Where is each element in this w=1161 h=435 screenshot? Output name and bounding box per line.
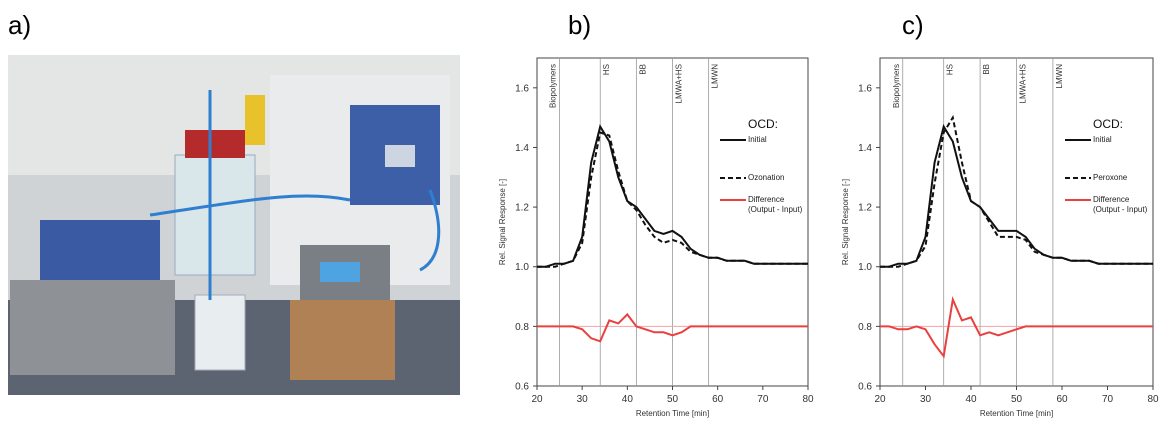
series-line (880, 295, 1153, 359)
region-label: LMWN (711, 64, 720, 89)
legend-entry: Initial (1093, 135, 1112, 144)
y-axis-label: Rel. Signal Response [-] (498, 179, 507, 265)
legend-entry: Difference (Output - Input) (1093, 195, 1148, 214)
x-tick-label: 50 (667, 394, 679, 405)
y-tick-label: 0.8 (858, 322, 872, 333)
y-tick-label: 1.2 (858, 203, 872, 214)
region-label: LMWA+HS (1019, 64, 1028, 104)
y-tick-label: 1.6 (515, 83, 529, 94)
region-label: BB (982, 64, 991, 75)
x-tick-label: 20 (531, 394, 543, 405)
panel-label: c) (902, 10, 924, 40)
x-tick-label: 50 (1011, 394, 1023, 405)
x-tick-label: 30 (577, 394, 589, 405)
x-tick-label: 40 (622, 394, 634, 405)
y-axis-label: Rel. Signal Response [-] (841, 179, 850, 265)
legend-entry: Initial (748, 135, 767, 144)
water-bath (10, 280, 175, 375)
analyzer-screen (320, 262, 360, 282)
chiller (40, 220, 160, 280)
y-tick-label: 1.4 (858, 143, 872, 154)
y-tick-label: 1.6 (858, 83, 872, 94)
series-line (537, 312, 808, 343)
x-tick-label: 60 (1056, 394, 1068, 405)
x-axis-label: Retention Time [min] (636, 409, 709, 418)
photo (8, 55, 460, 395)
reactor (174, 154, 256, 276)
legend-entry: Peroxone (1093, 173, 1128, 182)
region-label: Biopolymers (892, 64, 901, 108)
y-tick-label: 1.0 (515, 262, 529, 273)
region-label: LMWA+HS (675, 64, 684, 104)
reactor-lid (185, 130, 245, 158)
legend-label: Peroxone (1093, 173, 1128, 182)
region-label: HS (946, 64, 955, 75)
region-label: BB (638, 64, 647, 75)
y-tick-label: 1.2 (515, 203, 529, 214)
y-tick-label: 1.4 (515, 143, 529, 154)
x-tick-label: 70 (757, 394, 769, 405)
legend-label: Difference (Output - Input) (1093, 195, 1148, 214)
beaker (194, 294, 246, 371)
series-line (880, 114, 1153, 268)
x-tick-label: 30 (920, 394, 932, 405)
legend-label: Initial (1093, 135, 1112, 144)
legend-label: Ozonation (748, 173, 785, 182)
y-tick-label: 0.8 (515, 322, 529, 333)
x-axis-label: Retention Time [min] (980, 409, 1053, 418)
legend-label: Initial (748, 135, 767, 144)
legend-entry: Difference (Output - Input) (748, 195, 803, 214)
x-tick-label: 70 (1102, 394, 1114, 405)
panel-label: b) (568, 10, 591, 40)
yellow-clamp (245, 95, 265, 145)
region-label: LMWN (1055, 64, 1064, 89)
x-tick-label: 60 (712, 394, 724, 405)
y-tick-label: 0.6 (515, 382, 529, 393)
x-tick-label: 80 (1147, 394, 1159, 405)
y-tick-label: 0.6 (858, 382, 872, 393)
region-label: HS (602, 64, 611, 75)
series-line (537, 131, 808, 268)
legend-title: OCD: (748, 117, 778, 131)
x-tick-label: 40 (965, 394, 977, 405)
legend-title: OCD: (1093, 117, 1123, 131)
controller-display (385, 145, 415, 167)
x-tick-label: 80 (802, 394, 814, 405)
x-tick-label: 20 (874, 394, 886, 405)
tubing (149, 90, 441, 300)
panel-label: a) (8, 10, 31, 40)
legend-label: Difference (Output - Input) (748, 195, 803, 214)
y-tick-label: 1.0 (858, 262, 872, 273)
legend-entry: Ozonation (748, 173, 785, 182)
box (290, 300, 395, 380)
region-label: Biopolymers (549, 64, 558, 108)
